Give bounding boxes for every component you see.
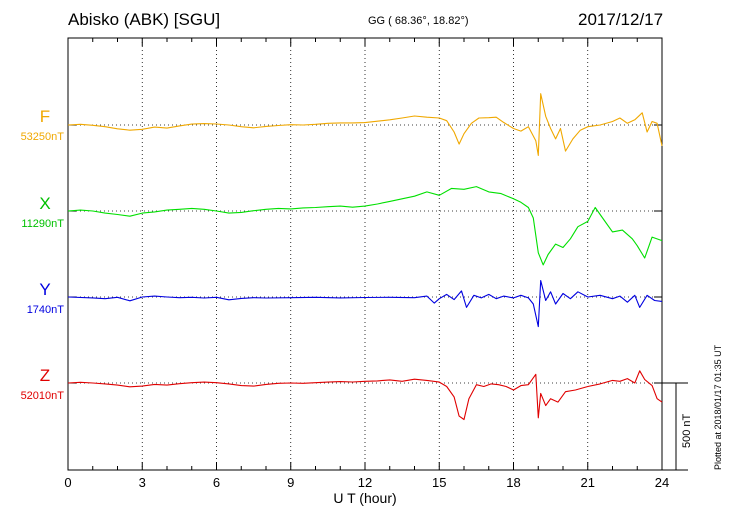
x-tick-label-6: 6 [213, 475, 220, 490]
x-tick-label-12: 12 [358, 475, 372, 490]
series-label-y: Y [39, 280, 51, 299]
x-tick-label-21: 21 [581, 475, 595, 490]
x-tick-label-15: 15 [432, 475, 446, 490]
x-tick-label-9: 9 [287, 475, 294, 490]
series-line-z [67, 370, 663, 421]
data-lines [67, 93, 663, 421]
scale-bar [662, 382, 688, 471]
x-axis-label: U T (hour) [333, 490, 396, 506]
x-tick-label-24: 24 [655, 475, 669, 490]
scale-bar-label: 500 nT [681, 413, 693, 448]
x-tick-label-18: 18 [506, 475, 520, 490]
station-coordinates: GG ( 68.36°, 18.82°) [368, 15, 469, 27]
axis-ticks: 0 3 6 9 12 15 18 21 24 [64, 38, 669, 490]
series-label-f: F [39, 107, 51, 126]
series-line-x [67, 186, 663, 266]
series-line-f [67, 93, 663, 156]
x-tick-label-3: 3 [139, 475, 146, 490]
station-title: Abisko (ABK) [SGU] [68, 10, 221, 29]
baseline-label-z: 52010nT [20, 390, 64, 402]
series-label-z: Z [39, 366, 51, 385]
x-tick-label-0: 0 [64, 475, 71, 490]
series-line-y [67, 279, 663, 328]
baseline-label-x: 11290nT [21, 218, 64, 230]
baseline-label-f: 53250nT [20, 131, 64, 143]
plot-date: 2017/12/17 [578, 10, 664, 29]
plotted-timestamp: Plotted at 2018/01/17 01:35 UT [713, 344, 723, 470]
grid [68, 38, 662, 470]
series-label-x: X [39, 194, 51, 213]
baseline-label-y: 1740nT [26, 304, 64, 316]
